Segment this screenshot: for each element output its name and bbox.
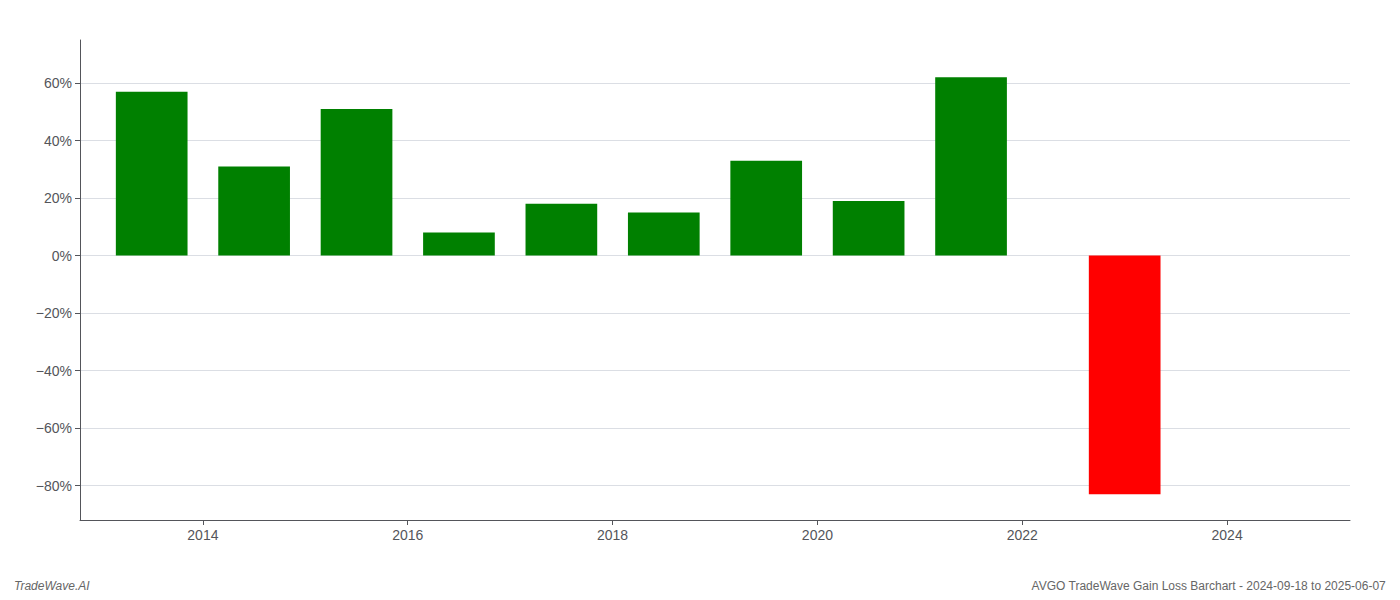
svg-text:TradeWave.AI: TradeWave.AI	[14, 579, 90, 593]
svg-text:0%: 0%	[52, 248, 72, 264]
svg-text:−40%: −40%	[36, 363, 72, 379]
svg-text:2018: 2018	[597, 527, 628, 543]
svg-text:2020: 2020	[802, 527, 833, 543]
svg-text:40%: 40%	[44, 133, 72, 149]
svg-text:−80%: −80%	[36, 478, 72, 494]
svg-text:−20%: −20%	[36, 305, 72, 321]
svg-text:60%: 60%	[44, 75, 72, 91]
svg-text:AVGO TradeWave Gain Loss Barch: AVGO TradeWave Gain Loss Barchart - 2024…	[1032, 579, 1387, 593]
svg-text:20%: 20%	[44, 190, 72, 206]
svg-text:2016: 2016	[392, 527, 423, 543]
svg-text:2022: 2022	[1007, 527, 1038, 543]
svg-text:2024: 2024	[1212, 527, 1243, 543]
svg-text:−60%: −60%	[36, 420, 72, 436]
svg-text:2014: 2014	[187, 527, 218, 543]
